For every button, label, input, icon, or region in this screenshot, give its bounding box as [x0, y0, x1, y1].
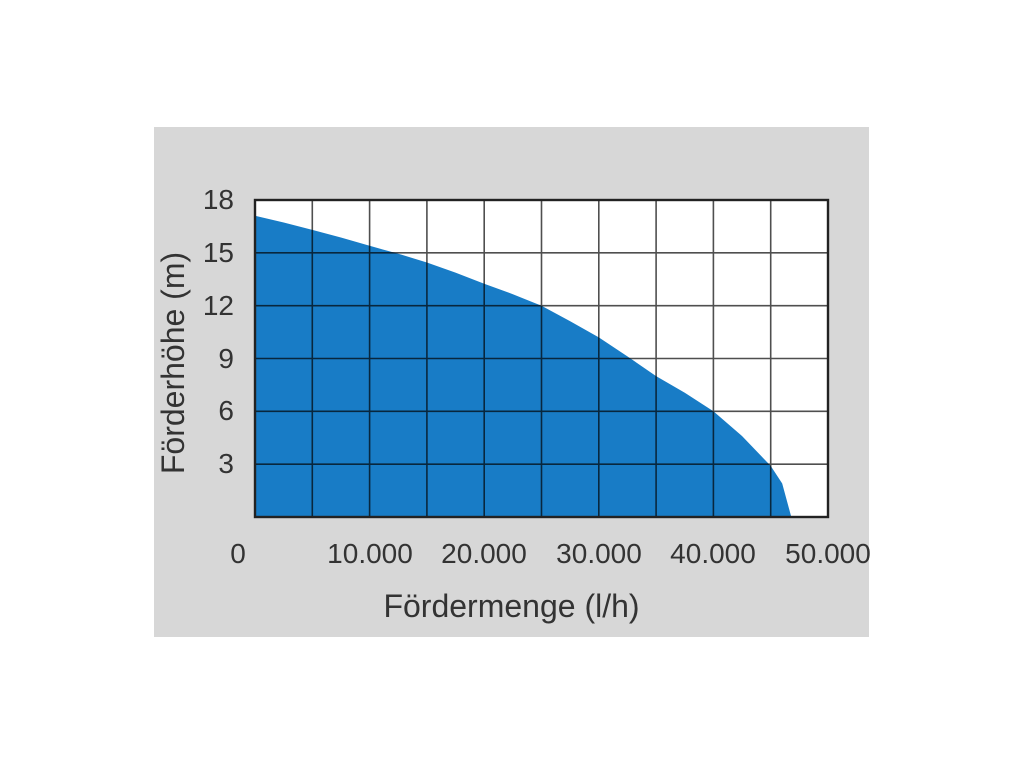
x-tick-label-20000: 20.000 — [441, 538, 527, 569]
y-tick-label-12: 12 — [202, 290, 234, 321]
x-tick-label-30000: 30.000 — [556, 538, 642, 569]
x-tick-label-50000: 50.000 — [785, 538, 871, 569]
x-tick-label-10000: 10.000 — [327, 538, 413, 569]
x-axis-title: Fördermenge (l/h) — [383, 588, 640, 624]
y-tick-label-3: 3 — [218, 448, 234, 479]
x-tick-label-40000: 40.000 — [670, 538, 756, 569]
y-axis-title: Förderhöhe (m) — [155, 251, 191, 475]
chart-panel: 18 15 12 9 6 3 0 10.000 20.000 30.000 40… — [154, 127, 871, 637]
y-tick-label-6: 6 — [218, 395, 234, 426]
y-tick-label-18: 18 — [202, 184, 234, 215]
y-tick-label-15: 15 — [202, 237, 234, 268]
pump-curve-chart — [253, 198, 830, 519]
x-tick-label-0: 0 — [230, 538, 246, 569]
y-tick-label-9: 9 — [218, 343, 234, 374]
